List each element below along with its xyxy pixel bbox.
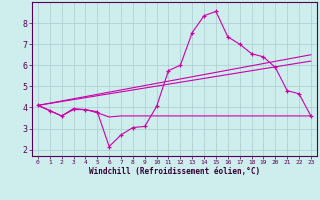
X-axis label: Windchill (Refroidissement éolien,°C): Windchill (Refroidissement éolien,°C): [89, 167, 260, 176]
